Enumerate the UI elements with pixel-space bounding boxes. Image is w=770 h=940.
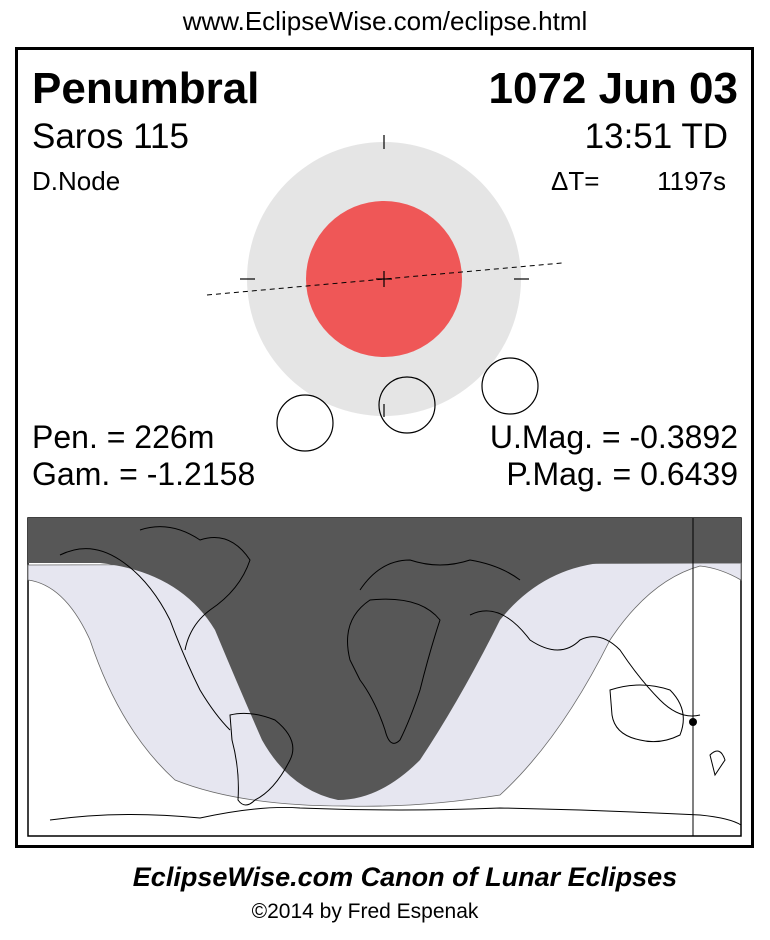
eclipse-date: 1072 Jun 03 bbox=[488, 64, 739, 113]
eclipse-frame bbox=[15, 47, 754, 848]
penumbral-magnitude: P.Mag. = 0.6439 bbox=[506, 456, 738, 492]
saros-number: Saros 115 bbox=[32, 117, 189, 156]
eclipse-time: 13:51 TD bbox=[584, 117, 728, 156]
penumbral-duration: Pen. = 226m bbox=[32, 419, 215, 455]
world-map bbox=[27, 517, 742, 837]
copyright: ©2014 by Fred Espenak bbox=[251, 900, 479, 923]
eclipse-type: Penumbral bbox=[32, 64, 260, 113]
url-header: www.EclipseWise.com/eclipse.html bbox=[182, 6, 588, 36]
moon-position-last-contact bbox=[481, 357, 539, 415]
gamma: Gam. = -1.2158 bbox=[32, 456, 256, 492]
shadow-diagram bbox=[206, 135, 563, 452]
sub-lunar-point-marker bbox=[689, 718, 697, 726]
delta-t-label: ΔT= bbox=[551, 166, 600, 196]
coastlines bbox=[49, 526, 742, 826]
umbral-magnitude: U.Mag. = -0.3892 bbox=[489, 419, 738, 455]
delta-t-value: 1197s bbox=[657, 166, 726, 196]
node: D.Node bbox=[32, 166, 121, 196]
umbral-night-zone bbox=[28, 518, 741, 800]
moon-position-first-contact bbox=[276, 394, 334, 452]
ecliptic-line bbox=[206, 262, 563, 296]
axis-ticks bbox=[240, 135, 529, 417]
moon-position-greatest bbox=[378, 376, 436, 434]
footer-title: EclipseWise.com Canon of Lunar Eclipses bbox=[132, 862, 678, 892]
